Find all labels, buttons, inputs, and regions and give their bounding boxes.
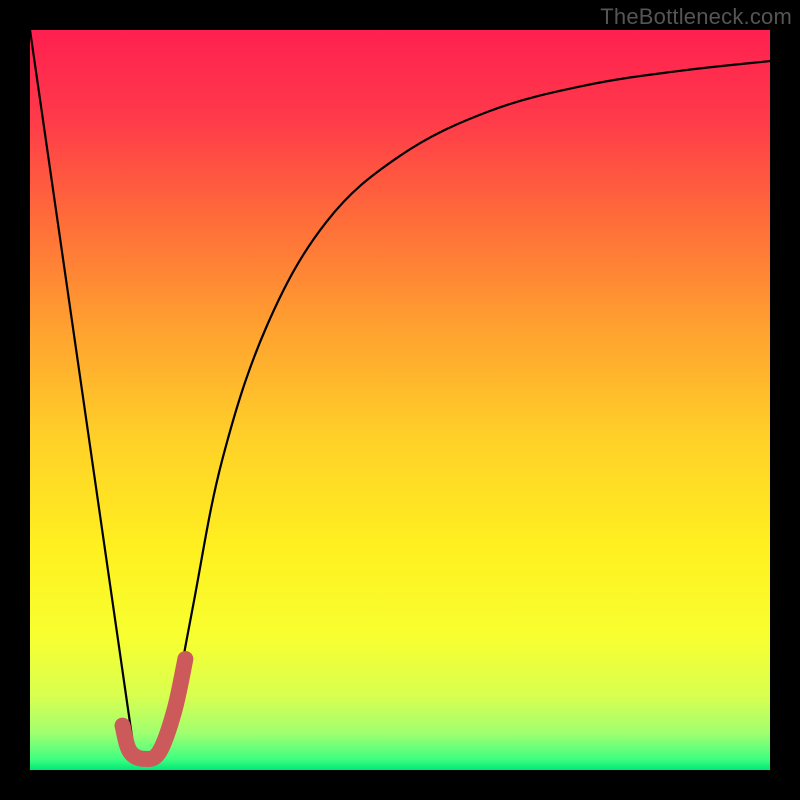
chart-root: TheBottleneck.com xyxy=(0,0,800,800)
watermark-text: TheBottleneck.com xyxy=(600,4,792,30)
plot-background xyxy=(30,30,770,770)
chart-svg xyxy=(0,0,800,800)
